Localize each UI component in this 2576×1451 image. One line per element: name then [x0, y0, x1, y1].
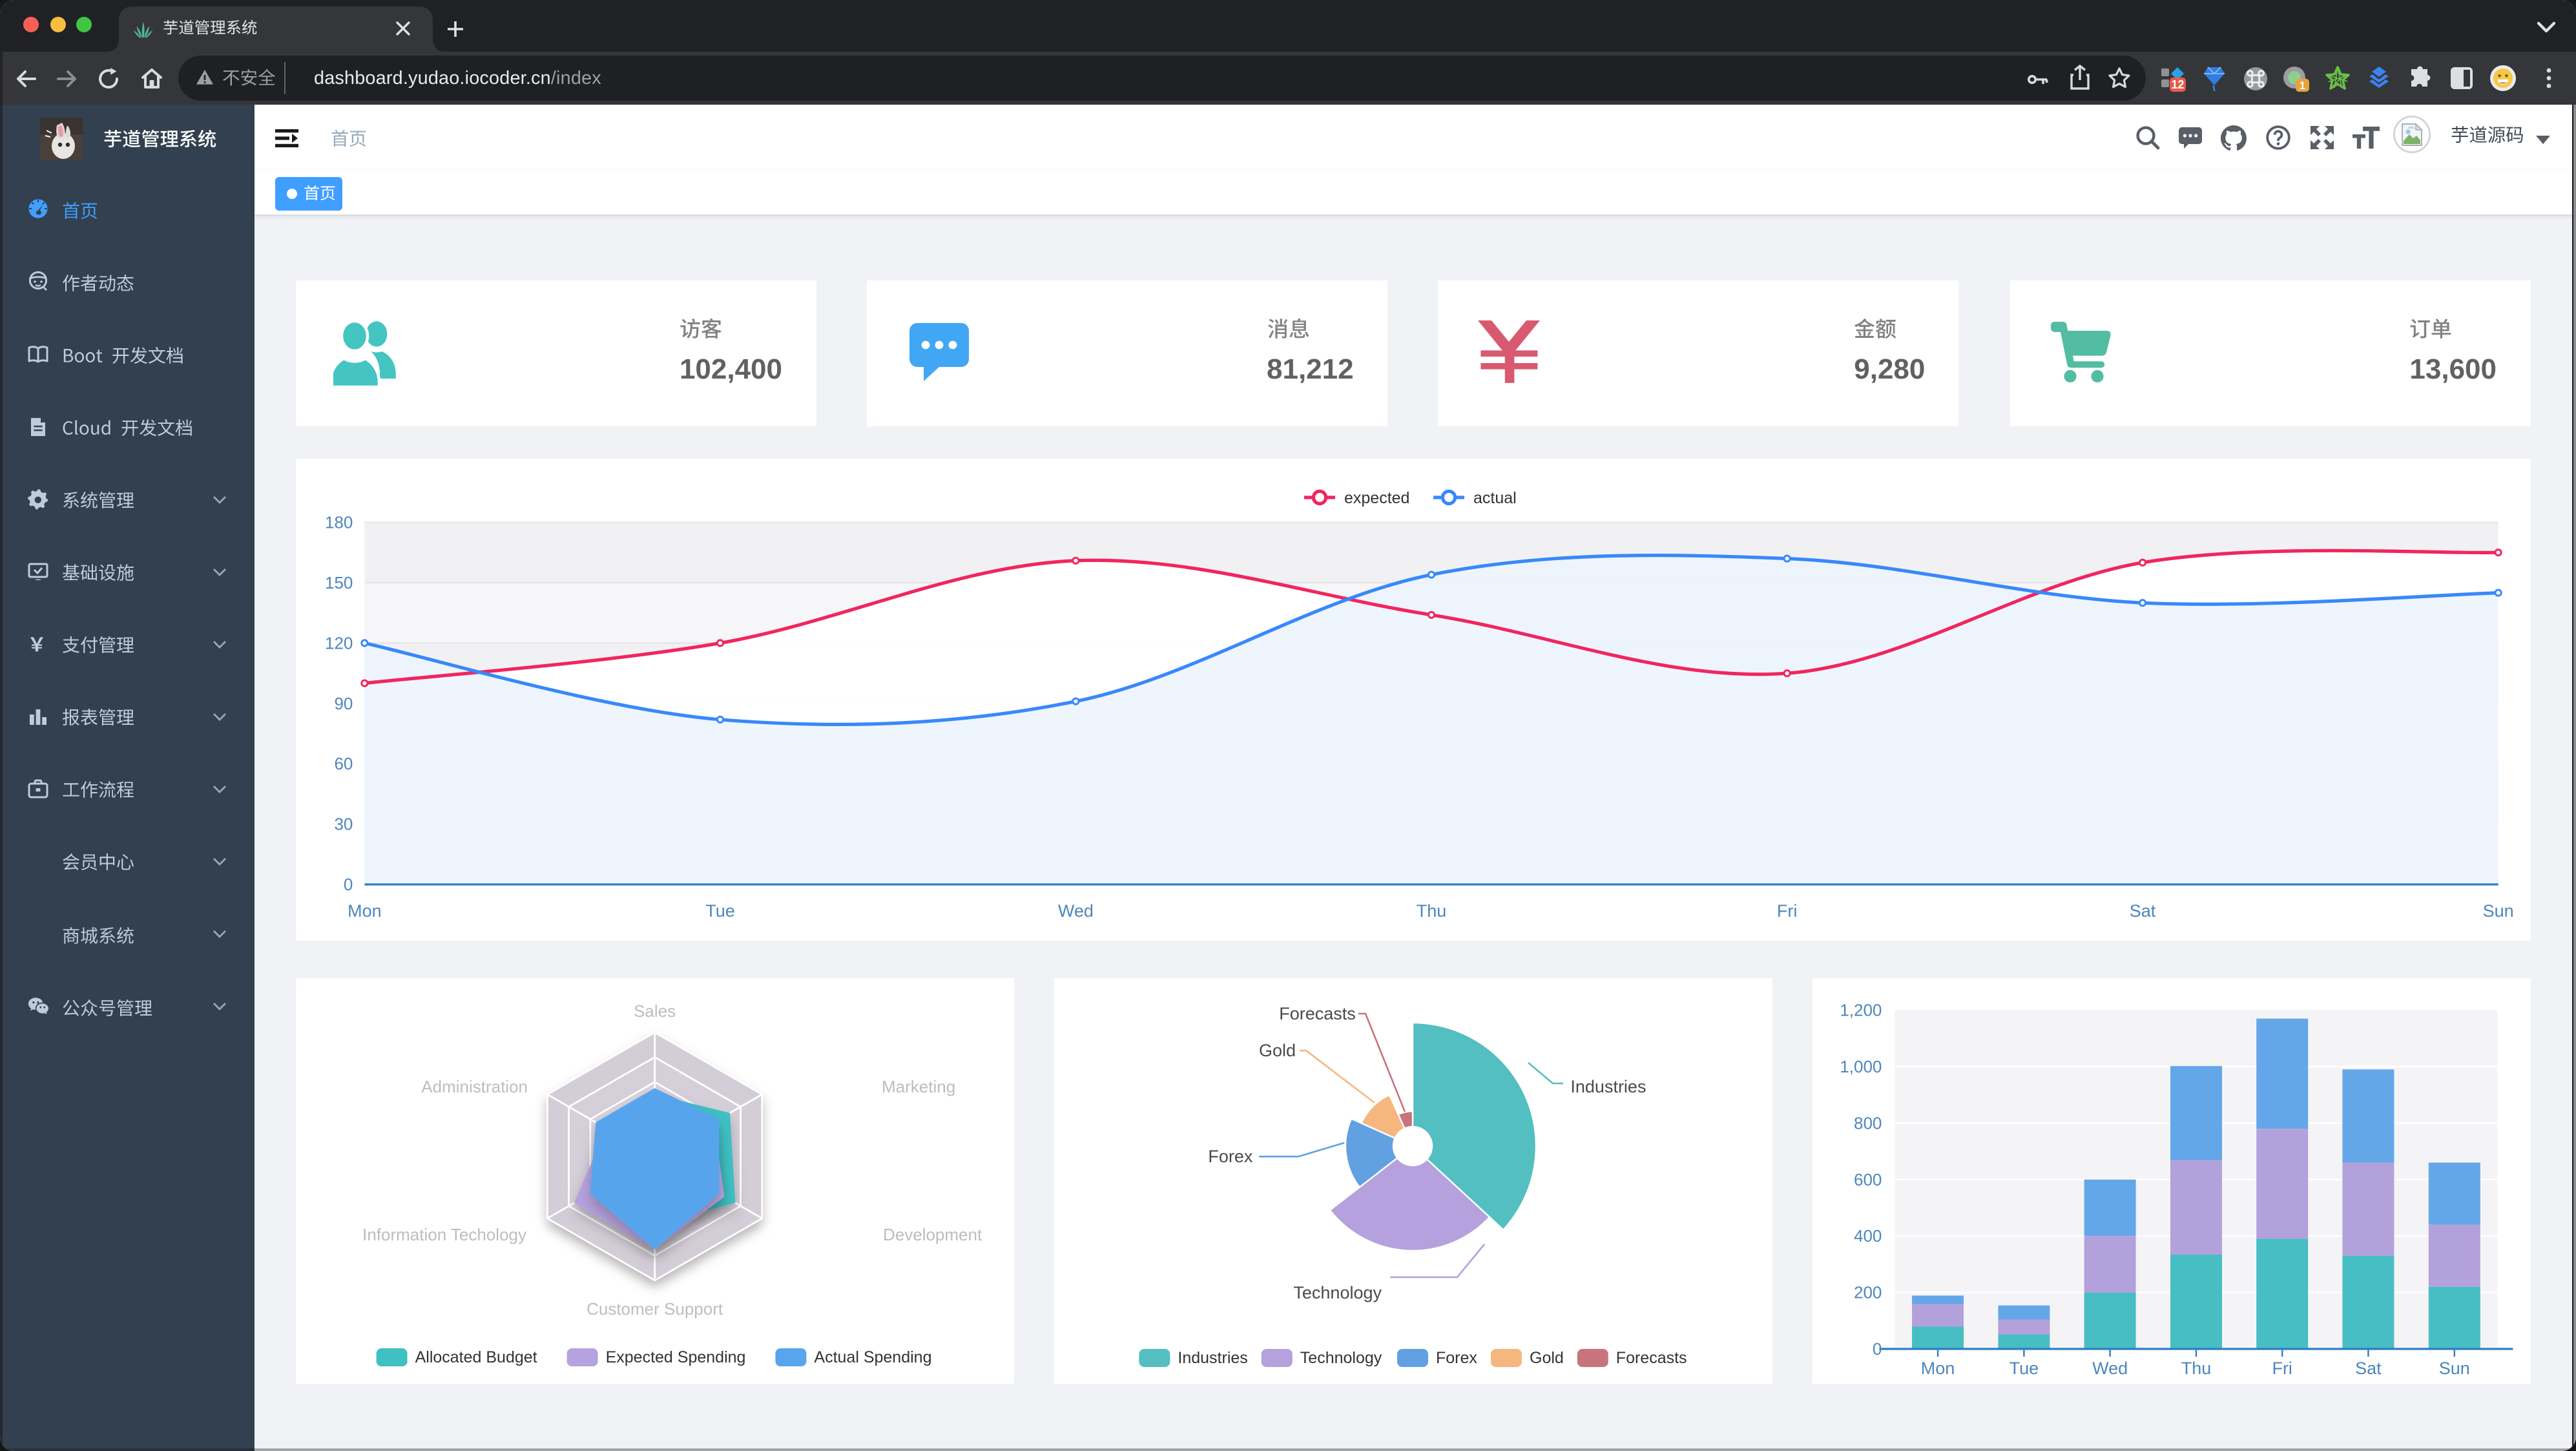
svg-text:Forex: Forex: [1436, 1348, 1477, 1366]
svg-text:Industries: Industries: [1570, 1076, 1646, 1096]
svg-text:1: 1: [2300, 79, 2305, 92]
svg-text:Thu: Thu: [1416, 901, 1446, 921]
svg-text:90: 90: [333, 694, 352, 713]
svg-text:Information Techology: Information Techology: [362, 1224, 526, 1244]
svg-text:30: 30: [333, 815, 352, 834]
svg-text:800: 800: [1854, 1112, 1882, 1132]
svg-text:Wed: Wed: [2093, 1358, 2128, 1377]
svg-text:150: 150: [324, 573, 352, 592]
svg-text:200: 200: [1854, 1282, 1882, 1302]
svg-text:Mon: Mon: [347, 901, 381, 921]
svg-text:Sales: Sales: [633, 1001, 675, 1020]
svg-text:Sat: Sat: [2356, 1358, 2382, 1377]
svg-text:Sat: Sat: [2129, 901, 2155, 921]
svg-text:Forecasts: Forecasts: [1279, 1003, 1356, 1023]
svg-text:120: 120: [324, 633, 352, 652]
svg-text:Fri: Fri: [2272, 1358, 2292, 1377]
svg-text:Wed: Wed: [1057, 901, 1093, 921]
svg-text:Forex: Forex: [1208, 1146, 1253, 1165]
svg-text:Sun: Sun: [2440, 1358, 2471, 1377]
svg-text:Development: Development: [882, 1224, 982, 1244]
svg-text:Forecasts: Forecasts: [1616, 1348, 1687, 1366]
svg-text:Fri: Fri: [1776, 901, 1796, 921]
svg-text:1,200: 1,200: [1840, 1000, 1882, 1019]
svg-text:Customer Support: Customer Support: [586, 1299, 723, 1318]
svg-text:Expected Spending: Expected Spending: [605, 1348, 745, 1366]
svg-text:Technology: Technology: [1300, 1348, 1382, 1366]
svg-text:180: 180: [324, 513, 352, 532]
svg-text:Gold: Gold: [1259, 1040, 1296, 1060]
svg-text:400: 400: [1854, 1226, 1882, 1245]
svg-text:Administration: Administration: [421, 1076, 527, 1096]
svg-text:Industries: Industries: [1178, 1348, 1247, 1366]
svg-text:600: 600: [1854, 1169, 1882, 1189]
svg-text:Mon: Mon: [1922, 1358, 1956, 1377]
svg-text:Allocated Budget: Allocated Budget: [415, 1348, 537, 1366]
svg-text:0: 0: [1873, 1339, 1882, 1358]
svg-text:Sun: Sun: [2482, 901, 2513, 921]
svg-text:Tue: Tue: [2010, 1358, 2039, 1377]
svg-text:60: 60: [333, 754, 352, 773]
svg-text:0: 0: [343, 875, 352, 894]
svg-text:actual: actual: [1473, 489, 1516, 507]
svg-text:Actual Spending: Actual Spending: [813, 1348, 931, 1366]
svg-text:expected: expected: [1344, 489, 1409, 507]
svg-text:Marketing: Marketing: [881, 1076, 955, 1096]
svg-text:Thu: Thu: [2182, 1358, 2212, 1377]
svg-text:Tue: Tue: [705, 901, 734, 921]
svg-text:Technology: Technology: [1293, 1282, 1382, 1302]
svg-text:1,000: 1,000: [1840, 1056, 1882, 1076]
svg-text:Gold: Gold: [1530, 1348, 1564, 1366]
svg-text:12: 12: [2171, 78, 2184, 91]
